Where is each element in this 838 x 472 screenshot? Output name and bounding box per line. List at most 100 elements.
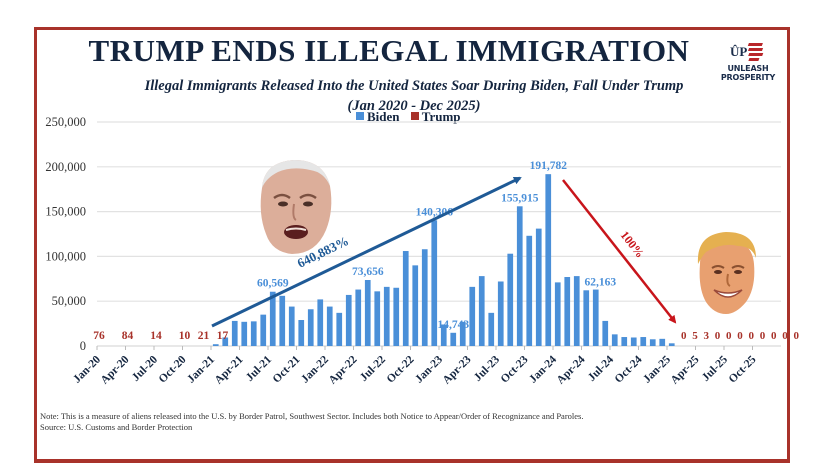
trend-arrow-up	[211, 176, 522, 328]
data-label-biden: 60,569	[257, 278, 289, 290]
flag-logo-icon: ÛP	[730, 43, 764, 61]
x-tick-label: Apr-23	[441, 353, 474, 386]
bar-biden	[659, 338, 666, 346]
bar-biden	[269, 291, 276, 346]
bar-biden	[317, 299, 324, 346]
x-tick-label: Oct-22	[385, 353, 417, 385]
chart-subtitle: Illegal Immigrants Released Into the Uni…	[100, 76, 728, 116]
bar-biden	[212, 344, 219, 346]
legend-label-trump: Trump	[421, 109, 461, 124]
bar-biden	[412, 265, 419, 346]
y-tick-label: 200,000	[45, 160, 86, 174]
bar-biden	[554, 282, 561, 346]
bar-biden	[602, 320, 609, 346]
bar-biden	[355, 289, 362, 346]
x-tick-label: Oct-23	[499, 353, 531, 385]
x-tick-label: Jan-21	[185, 353, 217, 385]
bar-biden	[241, 321, 248, 346]
x-tick-label: Jan-20	[71, 353, 103, 385]
bar-biden	[545, 174, 552, 346]
bar-biden	[431, 220, 438, 346]
bar-biden	[383, 286, 390, 346]
y-tick-label: 150,000	[45, 205, 86, 219]
bar-biden	[307, 309, 314, 346]
bar-biden	[298, 320, 305, 346]
x-tick-label: Jan-24	[527, 353, 559, 385]
legend-item-trump: Trump	[410, 109, 461, 125]
biden-face	[260, 160, 332, 254]
bar-biden	[592, 289, 599, 346]
bar-biden	[488, 312, 495, 346]
x-tick-label: Jan-22	[299, 353, 331, 385]
bar-biden	[573, 276, 580, 346]
legend-swatch-trump	[410, 112, 419, 120]
x-tick-label: Apr-24	[555, 353, 588, 386]
bar-biden	[222, 337, 229, 346]
x-tick-label: Jul-25	[700, 353, 730, 383]
chart-title: TRUMP ENDS ILLEGAL IMMIGRATION	[0, 33, 838, 69]
data-label-trump: 10	[179, 330, 191, 342]
bar-biden	[469, 286, 476, 346]
subtitle-line-2: (Jan 2020 - Dec 2025)	[347, 98, 481, 114]
data-label-trump: 76	[93, 330, 105, 342]
bar-biden	[611, 334, 618, 346]
x-tick-label: Jan-25	[641, 353, 673, 385]
data-label-trump: 84	[122, 330, 134, 342]
data-label-trump: 14	[150, 330, 162, 342]
data-label-biden: 14,743	[437, 319, 469, 331]
bar-biden	[260, 314, 267, 346]
bar-biden	[526, 235, 533, 346]
data-label-biden: 73,656	[352, 266, 384, 278]
bar-biden	[507, 253, 514, 346]
x-axis: Jan-20Apr-20Jul-20Oct-20Jan-21Apr-21Jul-…	[71, 345, 781, 387]
legend-swatch-biden	[356, 112, 364, 120]
x-tick-label: Oct-24	[613, 353, 645, 385]
bar-biden	[478, 276, 485, 346]
chart-frame	[34, 27, 790, 463]
bar-biden	[450, 332, 457, 346]
x-tick-label: Oct-21	[271, 353, 303, 385]
y-axis: 0 50,000 100,000 150,000 200,000 250,000	[45, 115, 86, 353]
data-label-trump: 21	[198, 330, 210, 342]
x-tick-label: Jan-23	[413, 353, 445, 385]
bar-biden	[421, 249, 428, 346]
x-tick-label: Apr-21	[213, 353, 246, 386]
bar-biden	[231, 320, 238, 346]
y-tick-label: 50,000	[52, 294, 86, 308]
footnote: Note: This is a measure of aliens releas…	[40, 411, 583, 433]
bar-biden	[630, 337, 637, 346]
bar-biden	[279, 295, 286, 346]
unleash-prosperity-logo: ÛP UNLEASH PROSPERITY	[703, 40, 793, 82]
legend-item-biden: Biden	[356, 109, 400, 125]
bar-biden	[288, 306, 295, 346]
bar-biden	[668, 343, 675, 346]
footnote-source: Source: U.S. Customs and Border Protecti…	[40, 422, 193, 432]
data-label-biden: 155,915	[501, 192, 539, 204]
bar-biden	[535, 228, 542, 346]
x-tick-label: Jul-24	[586, 353, 616, 383]
x-tick-label: Jul-22	[358, 353, 388, 383]
chart-title-text: TRUMP ENDS ILLEGAL IMMIGRATION	[88, 33, 690, 68]
trend-arrow-down	[562, 179, 677, 324]
x-tick-label: Jul-20	[130, 353, 160, 383]
bars	[212, 174, 675, 346]
y-tick-label: 100,000	[45, 249, 86, 263]
bar-biden	[364, 280, 371, 346]
bar-biden	[516, 206, 523, 346]
bar-biden	[326, 306, 333, 346]
data-label-trump-2025: 0 5 3 0 0 0 0 0 0 0 0	[681, 330, 801, 342]
bar-biden	[402, 251, 409, 346]
data-labels: 60,56973,656140,30614,743155,915191,7826…	[93, 160, 801, 342]
trump-face	[697, 232, 756, 314]
bar-biden	[583, 290, 590, 346]
bar-biden	[649, 339, 656, 346]
bar-biden	[250, 321, 257, 346]
bar-biden	[459, 321, 466, 346]
bar-biden	[497, 281, 504, 346]
x-tick-label: Apr-20	[99, 353, 132, 386]
x-tick-label: Jul-23	[472, 353, 502, 383]
data-label-biden: 191,782	[530, 160, 568, 172]
data-label-trump: 17	[217, 330, 229, 342]
x-tick-label: Jul-21	[244, 353, 274, 383]
